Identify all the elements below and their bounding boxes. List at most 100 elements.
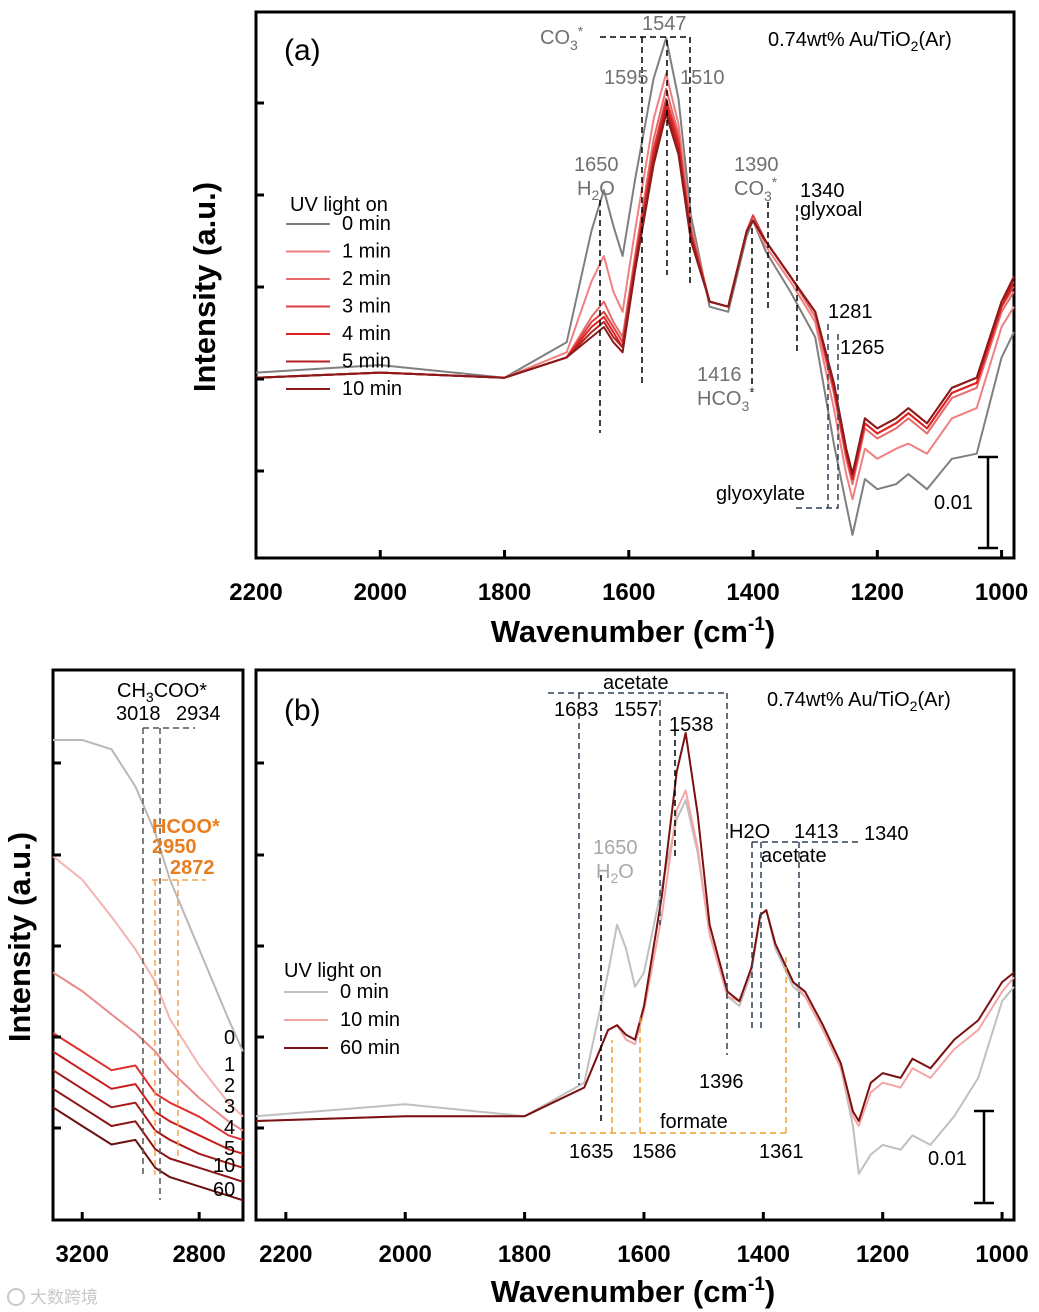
panel-a-sample-label: 0.74wt% Au/TiO2(Ar)	[768, 29, 952, 54]
legend-label: 60 min	[340, 1037, 400, 1059]
legend-label: 2 min	[342, 268, 391, 290]
x-tick-label: 1800	[478, 579, 531, 606]
curve-label-5: 5	[224, 1138, 235, 1160]
x-tick-label: 1600	[617, 1241, 670, 1268]
peak-1538: 1538	[669, 714, 714, 736]
co3-label-a: CO3*	[540, 23, 584, 53]
panel-a-curves	[255, 37, 1015, 536]
panel-a-scale-bar	[978, 455, 998, 550]
peak-1650: 1650	[574, 154, 619, 176]
panel-a-legend-title: UV light on	[290, 194, 388, 216]
peak-1650-b: 1650	[593, 837, 638, 859]
series-line-60	[52, 1106, 244, 1202]
x-tick-label: 2200	[259, 1241, 312, 1268]
panel-a-legend-items: 0 min 1 min 2 min 3 min 4 min 5 min 10 min	[286, 213, 402, 400]
acetate-label-top: acetate	[603, 672, 669, 694]
series-line-10-min	[255, 113, 1015, 475]
x-tick-label: 1200	[856, 1241, 909, 1268]
inset-x-ticks: 3200 2800	[56, 1212, 226, 1268]
inset-panel: 3200 2800 Intensity (a.u.) CH3COO* 3018 2…	[2, 668, 245, 1268]
curve-label-1: 1	[224, 1054, 235, 1076]
acetate-bracket-right	[751, 841, 860, 1030]
panel-b-sample-label: 0.74wt% Au/TiO2(Ar)	[767, 689, 951, 714]
co3-label-a2: CO3*	[734, 174, 778, 204]
glyoxylate-label: glyoxylate	[716, 483, 805, 505]
panel-b-xlabel: Wavenumber (cm-1)	[491, 1274, 775, 1309]
peak-1390: 1390	[734, 154, 779, 176]
peak-1547: 1547	[642, 13, 687, 35]
legend-label: 0 min	[342, 213, 391, 235]
x-tick-label: 1000	[975, 579, 1028, 606]
watermark-text: 大数跨境	[30, 1288, 98, 1308]
panel-a-ylabel: Intensity (a.u.)	[187, 182, 222, 392]
curve-label-10: 10	[213, 1155, 235, 1177]
x-tick-label: 1200	[851, 579, 904, 606]
peak-1683: 1683	[554, 699, 599, 721]
series-line-10	[52, 1087, 244, 1183]
inset-ch3coo-lines	[142, 727, 195, 1200]
legend-label: 3 min	[342, 296, 391, 318]
x-tick-label: 1400	[726, 579, 779, 606]
inset-ylabel: Intensity (a.u.)	[2, 832, 37, 1042]
peak-1340-b: 1413	[794, 821, 839, 843]
x-tick-label: 1800	[498, 1241, 551, 1268]
curve-label-0: 0	[224, 1027, 235, 1049]
panel-b-x-ticks: 2200 2000 1800 1600 1400 1200 1000	[259, 1212, 1029, 1268]
x-tick-label: 1600	[602, 579, 655, 606]
series-line-0	[53, 739, 244, 1052]
inset-hcoo-lines	[152, 879, 206, 1175]
legend-label: 10 min	[342, 378, 402, 400]
legend-label: 4 min	[342, 323, 391, 345]
formate-label: formate	[660, 1111, 728, 1133]
peak-2950: 2950	[152, 836, 197, 858]
peak-1265: 1265	[840, 337, 885, 359]
panel-b-letter: (b)	[284, 694, 321, 727]
curve-label-60: 60	[213, 1179, 235, 1201]
peak-2934: 2934	[176, 703, 221, 725]
panel-a-x-ticks: 2200 2000 1800 1600 1400 1200 1000	[229, 550, 1028, 606]
watermark-logo-icon	[7, 1288, 25, 1306]
acetate-bracket-top	[548, 692, 728, 1085]
x-tick-label: 1400	[737, 1241, 790, 1268]
peak-1459: 1396	[699, 1071, 744, 1093]
legend-label: 5 min	[342, 351, 391, 373]
panel-b-legend-title: UV light on	[284, 960, 382, 982]
ch3coo-label: CH3COO*	[117, 680, 207, 705]
panel-a-xlabel: Wavenumber (cm-1)	[491, 614, 775, 649]
panel-b-scale-bar	[974, 1109, 994, 1205]
watermark: 大数跨境	[7, 1288, 98, 1308]
curve-label-4: 4	[224, 1117, 235, 1139]
legend-label: 1 min	[342, 241, 391, 263]
co3-bracket	[600, 36, 691, 383]
peak-1586: 1586	[632, 1141, 677, 1163]
x-tick-label: 2200	[229, 579, 282, 606]
peak-1557: 1557	[614, 699, 659, 721]
peak-1340: 1340	[800, 180, 845, 202]
inset-y-ticks	[53, 761, 61, 1130]
peak-1595: 1595	[604, 67, 649, 89]
peak-1413: H2O	[729, 821, 770, 843]
peak-1635: 1635	[569, 1141, 614, 1163]
peak-3018: 3018	[116, 703, 161, 725]
panel-b-scale-bar-label: 0.01	[928, 1148, 967, 1170]
panel-a-frame	[254, 10, 1016, 560]
panel-a-y-ticks	[256, 101, 264, 473]
peak-2872: 2872	[170, 857, 215, 879]
glyoxal-label: glyxoal	[800, 199, 862, 221]
acetate-label-right: 1340	[864, 823, 909, 845]
panel-b-annotations: acetate 1683 1557 1538 1650 H2O H2O 1413…	[548, 672, 994, 1205]
x-tick-label: 2000	[354, 579, 407, 606]
curve-label-3: 3	[224, 1096, 235, 1118]
peak-1510: 1510	[680, 67, 725, 89]
peak-1361: 1361	[759, 1141, 804, 1163]
legend-label: 0 min	[340, 981, 389, 1003]
x-tick-label: 3200	[56, 1241, 109, 1268]
x-tick-label: 2800	[172, 1241, 225, 1268]
curve-label-2: 2	[224, 1075, 235, 1097]
panel-a-letter: (a)	[284, 34, 321, 67]
x-tick-label: 2000	[379, 1241, 432, 1268]
panel-b-y-ticks	[256, 761, 264, 1130]
legend-label: 10 min	[340, 1009, 400, 1031]
peak-1281: 1281	[828, 301, 873, 323]
